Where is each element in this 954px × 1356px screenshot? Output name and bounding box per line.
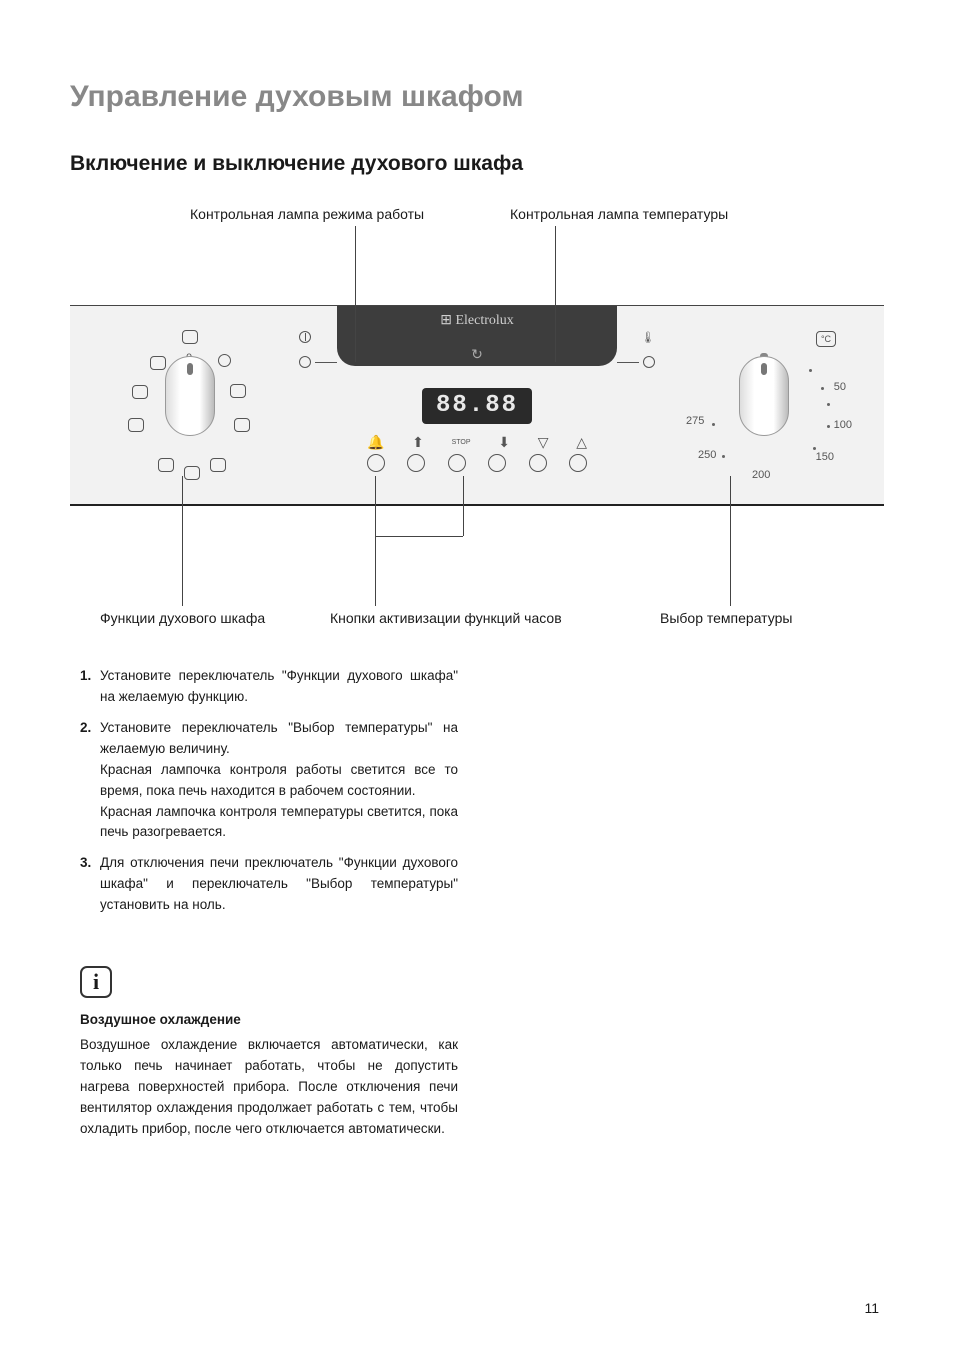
label-operation-lamp: Контрольная лампа режима работы bbox=[190, 206, 424, 222]
temperature-knob bbox=[739, 356, 789, 436]
clock-buttons-row bbox=[367, 454, 587, 472]
clock-button bbox=[569, 454, 587, 472]
temp-100: 100 bbox=[834, 419, 852, 431]
clock-function-icons: 🔔⬆STOP⬇▽△ bbox=[367, 434, 587, 452]
temp-250: 250 bbox=[698, 449, 716, 461]
label-clock-buttons: Кнопки активизации функций часов bbox=[330, 610, 562, 626]
clock-button bbox=[529, 454, 547, 472]
step-number: 3. bbox=[80, 853, 91, 874]
brand-logo: ⊞ Electrolux bbox=[337, 312, 617, 329]
clock-button bbox=[488, 454, 506, 472]
temp-50: 50 bbox=[834, 381, 846, 393]
leader-line bbox=[355, 306, 356, 362]
leader-line bbox=[355, 226, 356, 306]
step-number: 2. bbox=[80, 718, 91, 739]
function-knob bbox=[165, 356, 215, 436]
digital-display: 88.88 bbox=[422, 388, 532, 424]
leader-line bbox=[463, 476, 464, 506]
leader-line bbox=[555, 306, 556, 362]
page-title: Управление духовым шкафом bbox=[70, 80, 884, 114]
operation-lamp-icon bbox=[299, 331, 311, 343]
label-oven-functions: Функции духового шкафа bbox=[100, 610, 265, 626]
instruction-list: 1.Установите переключатель "Функции духо… bbox=[80, 666, 458, 916]
control-panel-diagram: Контрольная лампа режима работы Контроль… bbox=[70, 206, 884, 626]
clock-button bbox=[448, 454, 466, 472]
cooling-body: Воздушное охлаждение включается автомати… bbox=[80, 1035, 458, 1140]
temp-275: 275 bbox=[686, 415, 704, 427]
label-temp-select: Выбор температуры bbox=[660, 610, 792, 626]
center-bezel: ⊞ Electrolux 🌡 ↻ 88.88 🔔⬆STOP⬇▽△ bbox=[337, 306, 617, 506]
temperature-knob-area: °C 50 100 150 200 250 275 bbox=[684, 336, 844, 436]
instruction-step: 3.Для отключения печи преключатель "Функ… bbox=[80, 853, 458, 916]
leader-line bbox=[375, 476, 376, 506]
temperature-lamp-indicator bbox=[643, 356, 655, 368]
instruction-step: 1.Установите переключатель "Функции духо… bbox=[80, 666, 458, 708]
label-temp-lamp: Контрольная лампа температуры bbox=[510, 206, 728, 222]
cooling-section: Воздушное охлаждение Воздушное охлаждени… bbox=[80, 1010, 458, 1140]
info-icon bbox=[80, 966, 112, 998]
cooling-title: Воздушное охлаждение bbox=[80, 1010, 458, 1031]
temp-150: 150 bbox=[816, 451, 834, 463]
operation-lamp-indicator bbox=[299, 356, 311, 368]
thermometer-icon: 🌡 bbox=[641, 331, 655, 344]
leader-line bbox=[182, 476, 183, 506]
leader-line bbox=[730, 476, 731, 506]
leader-line bbox=[375, 506, 376, 606]
leader-line bbox=[730, 506, 731, 606]
function-knob-area: 0 bbox=[110, 336, 270, 436]
clock-button bbox=[367, 454, 385, 472]
leader-line bbox=[463, 506, 464, 536]
leader-line bbox=[182, 506, 183, 606]
instruction-step: 2.Установите переключатель "Выбор темпер… bbox=[80, 718, 458, 844]
clock-button bbox=[407, 454, 425, 472]
section-title: Включение и выключение духового шкафа bbox=[70, 152, 884, 176]
celsius-badge: °C bbox=[816, 331, 836, 347]
panel-illustration: 0 ⊞ Electrolux 🌡 bbox=[70, 306, 884, 506]
leader-line bbox=[555, 226, 556, 306]
temp-200: 200 bbox=[752, 469, 770, 481]
page-number: 11 bbox=[70, 1300, 884, 1316]
step-number: 1. bbox=[80, 666, 91, 687]
